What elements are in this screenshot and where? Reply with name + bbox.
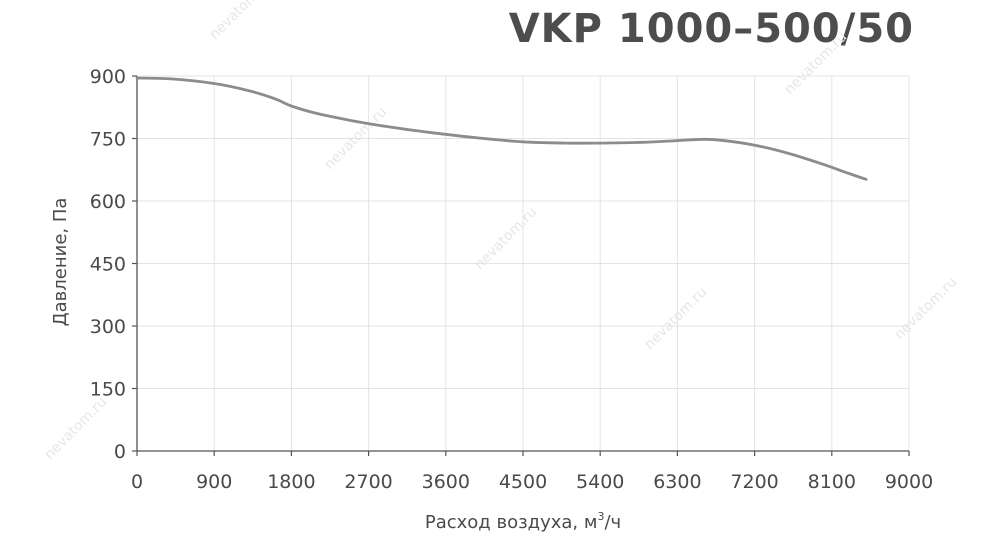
watermark-text: nevatom.ru <box>642 284 711 353</box>
x-tick-label: 0 <box>131 471 143 493</box>
watermarks: nevatom.ru nevatom.ru nevatom.ru nevatom.ru… <box>42 0 961 463</box>
x-axis-title-sup: 3 <box>597 510 604 523</box>
x-tick-label: 5400 <box>576 471 624 493</box>
x-tick-labels: 0 900 1800 2700 3600 4500 5400 6300 7200 8100 9000 <box>131 471 933 493</box>
grid <box>136 75 910 452</box>
series-layer <box>135 76 868 181</box>
y-tick-label: 750 <box>90 129 126 151</box>
y-tick-label: 900 <box>90 66 126 88</box>
y-tick-labels: 0 150 300 450 600 750 900 <box>90 66 126 463</box>
y-tick-label: 600 <box>90 191 126 213</box>
watermark-text: nevatom.ru <box>892 274 961 343</box>
y-tick-label: 300 <box>90 316 126 338</box>
x-tick-label: 900 <box>196 471 232 493</box>
x-axis-title-text: Расход воздуха, м <box>425 512 598 533</box>
x-tick-label: 6300 <box>653 471 701 493</box>
x-axis-title-suffix: /ч <box>604 512 621 533</box>
x-tick-label: 2700 <box>344 471 392 493</box>
y-axis-title: Давление, Па <box>50 198 71 327</box>
x-tick-label: 8100 <box>808 471 856 493</box>
x-tick-label: 9000 <box>885 471 933 493</box>
x-tick-label: 7200 <box>730 471 778 493</box>
watermark-text: nevatom.ru <box>782 29 851 98</box>
chart-title: VKP 1000–500/50 <box>508 6 914 52</box>
x-axis-title: Расход воздуха, м3/ч <box>425 510 621 533</box>
y-tick-label: 450 <box>90 254 126 276</box>
watermark-text: nevatom.ru <box>472 204 541 273</box>
y-tick-label: 150 <box>90 379 126 401</box>
x-tick-label: 4500 <box>499 471 547 493</box>
series-line <box>135 76 868 181</box>
x-tick-label: 3600 <box>422 471 470 493</box>
x-tick-label: 1800 <box>267 471 315 493</box>
axes <box>132 75 910 456</box>
watermark-text: nevatom.ru <box>207 0 276 43</box>
y-tick-label: 0 <box>114 441 126 463</box>
watermark-text: nevatom.ru <box>42 394 111 463</box>
